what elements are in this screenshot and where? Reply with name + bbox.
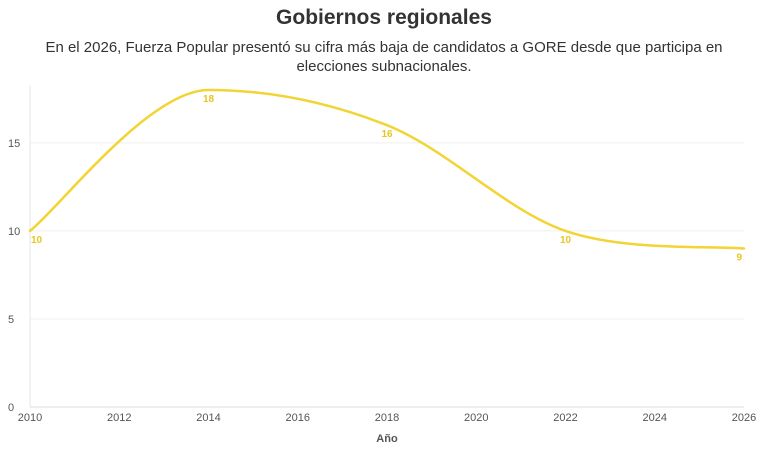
x-tick-label: 2012 [107, 412, 131, 424]
series-line [28, 88, 746, 250]
x-tick-label: 2020 [464, 412, 488, 424]
data-label: 16 [381, 129, 393, 140]
x-tick-label: 2026 [732, 412, 756, 424]
chart-title: Gobiernos regionales [276, 6, 492, 29]
y-tick-label: 15 [8, 138, 20, 150]
x-tick-label: 2016 [286, 412, 310, 424]
y-tick-label: 10 [8, 226, 20, 238]
x-axis-label: Año [376, 433, 398, 445]
data-label: 9 [736, 253, 742, 264]
y-tick-label: 0 [8, 402, 14, 414]
x-tick-label: 2022 [553, 412, 577, 424]
x-tick-label: 2018 [375, 412, 399, 424]
data-label: 18 [203, 94, 215, 105]
x-tick-label: 2024 [643, 412, 667, 424]
y-tick-label: 5 [8, 314, 14, 326]
x-tick-label: 2014 [196, 412, 220, 424]
chart-subtitle: En el 2026, Fuerza Popular presentó su c… [45, 39, 723, 75]
data-label: 10 [560, 235, 572, 246]
data-label: 10 [31, 235, 43, 246]
x-tick-label: 2010 [18, 412, 42, 424]
